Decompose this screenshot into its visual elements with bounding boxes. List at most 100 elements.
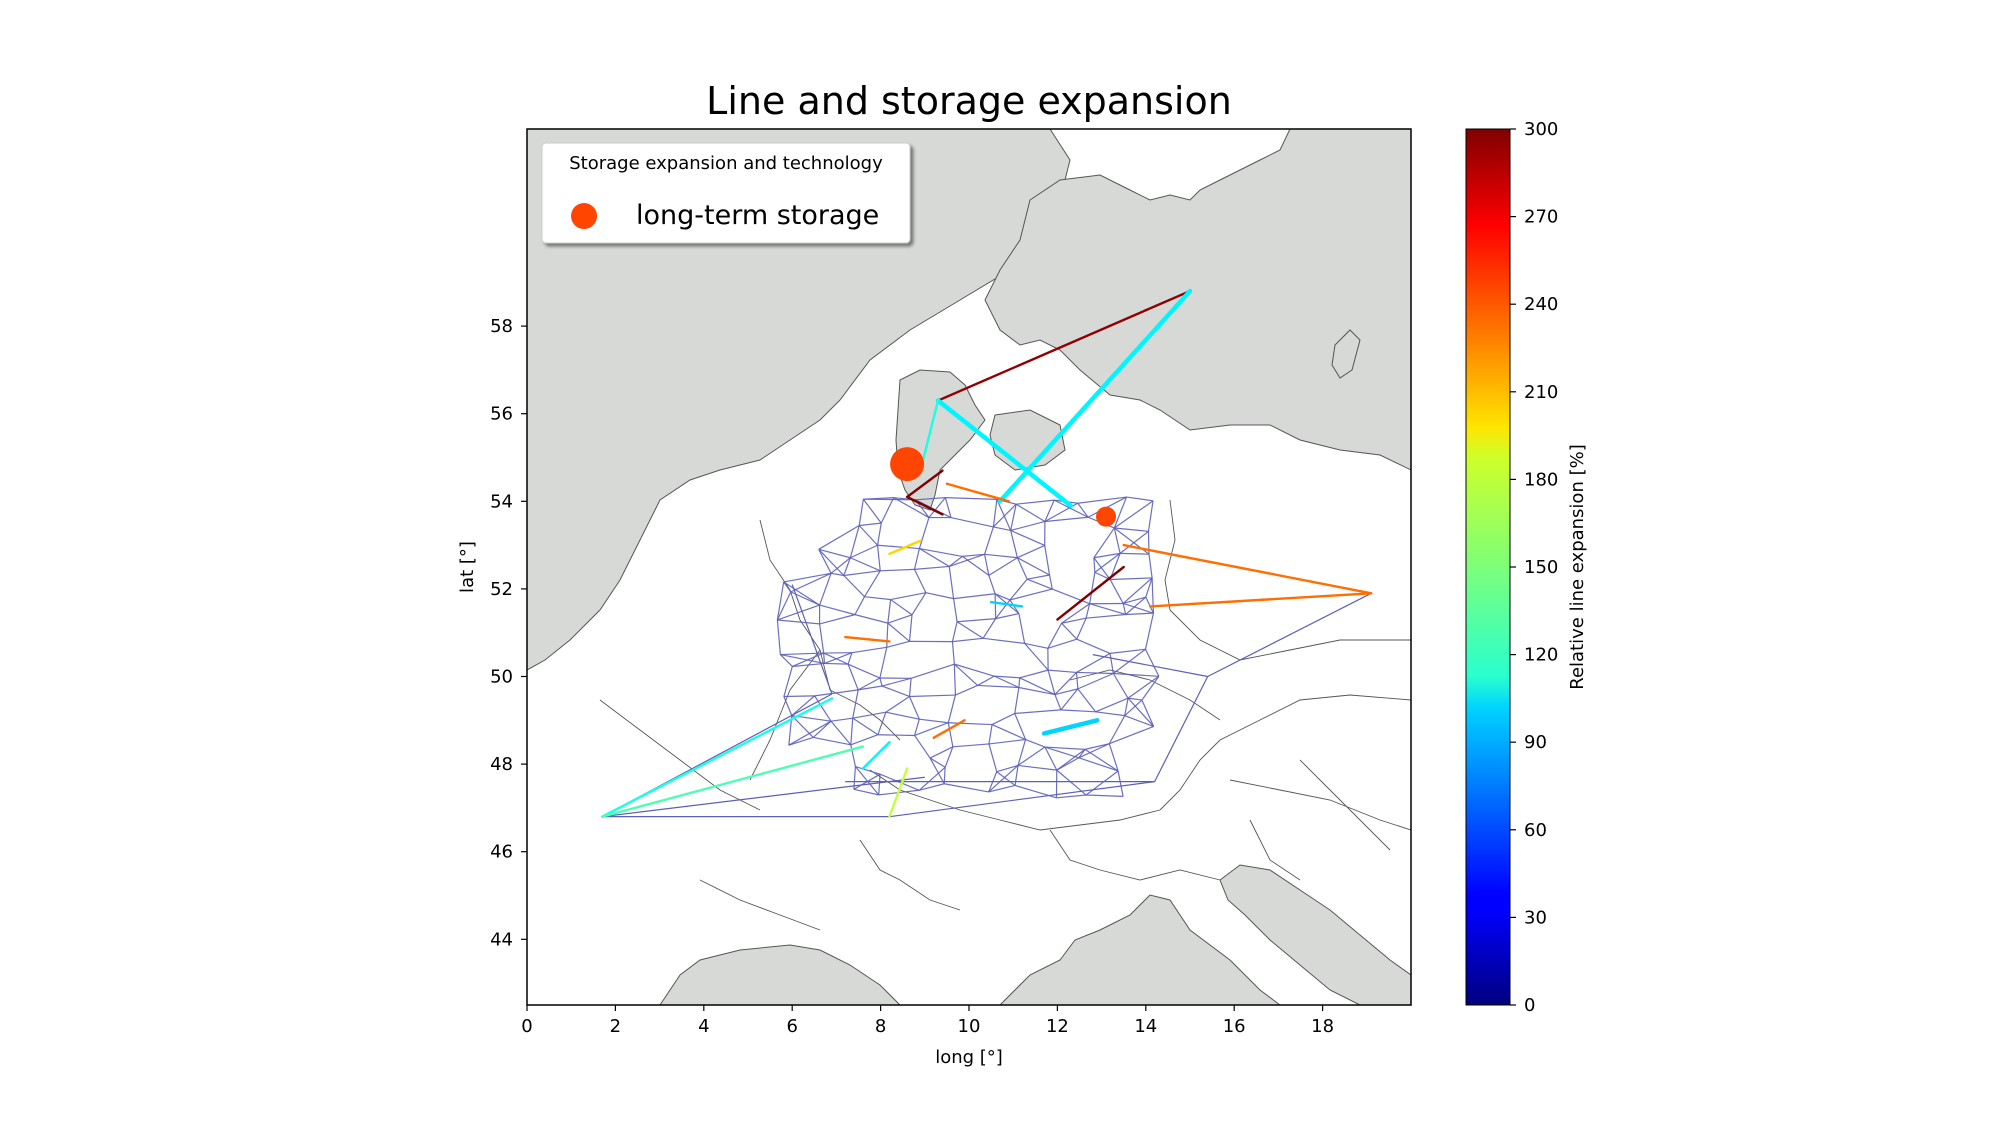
network-line [818,525,860,550]
legend: Storage expansion and technology long-te… [541,142,911,244]
expanded-line [935,398,1073,508]
network-line [988,738,1026,745]
network-line [1016,557,1028,580]
colorbar-tick-label: 0 [1524,995,1535,1016]
network-line [823,653,826,664]
network-line [991,712,1016,726]
baltic-island [1331,329,1361,379]
network-line [983,554,990,576]
network-line [843,557,851,576]
network-line [843,570,881,577]
network-line [1056,794,1087,799]
y-tick-label: 48 [490,754,513,775]
network-line [1056,748,1086,771]
x-tick-label: 0 [521,1016,532,1037]
colorbar-tick-label: 120 [1524,645,1558,666]
network-line [1085,603,1091,619]
map-panel [527,129,1411,1005]
network-line [1086,794,1124,797]
network-line [818,548,845,576]
network-line [929,757,946,768]
colorbar-label: Relative line expansion [%] [1567,444,1588,689]
network-line [962,553,985,558]
x-tick-label: 4 [698,1016,709,1037]
network-line [1014,687,1020,714]
network-line [944,746,954,768]
network-line [876,523,882,546]
network-line [929,746,954,759]
network-line [792,662,825,668]
network-line [783,695,815,698]
network-line [1010,530,1018,558]
network-line [1126,496,1154,502]
network-line [823,652,849,665]
colorbar-tick-label: 270 [1524,207,1558,228]
network-line [818,623,825,654]
network-line [944,497,952,518]
network-line [988,557,1018,576]
network-line [1095,711,1125,717]
network-line [880,568,915,572]
network-line [1018,677,1021,688]
network-line [881,685,910,698]
legend-item-label: long-term storage [636,200,879,231]
network-line [783,666,793,697]
colorbar-tick-label: 300 [1524,119,1558,140]
network-line [982,618,997,639]
network-line [1117,770,1124,797]
network-line [1114,527,1149,532]
network-line [779,654,793,667]
network-line [1154,676,1209,782]
network-line [988,743,998,772]
network-line [1122,577,1153,604]
network-line [1109,579,1124,604]
italy-peninsula [999,894,1281,1005]
network-line [918,766,946,791]
x-tick-label: 12 [1046,1016,1069,1037]
network-line [1052,588,1090,605]
network-line [919,548,950,567]
balkans-landmass [1219,864,1411,1005]
network-line [876,545,881,571]
network-line [950,516,994,528]
y-axis-label: lat [°] [457,541,478,593]
network-line [849,525,860,558]
network-line [1093,557,1111,580]
x-tick-label: 8 [875,1016,886,1037]
network-line [791,584,833,695]
network-line [909,694,956,698]
expanded-line [1122,543,1373,595]
network-line [1092,654,1208,678]
network-line [1014,709,1061,715]
network-line [994,593,997,619]
network-line [1017,739,1027,766]
network-line [1119,530,1149,554]
expanded-line [600,745,865,818]
network-line [1047,622,1063,649]
network-line [1089,572,1096,604]
network-line [879,647,888,679]
network-line [1054,688,1078,696]
network-line [1010,520,1046,532]
network-line [1109,725,1154,745]
country-borders [599,499,1411,931]
network-line [783,581,820,606]
network-line [1089,603,1126,616]
network-line [885,711,920,720]
network-line [1061,617,1087,624]
network-line [915,497,946,501]
network-line [889,781,1155,818]
network-line [1018,686,1056,696]
network-line [1144,649,1160,677]
network-line [948,722,993,726]
network-line [1120,552,1150,555]
network-line [1009,588,1053,601]
network-line [780,653,825,665]
network-line [1127,697,1143,701]
storage-markers [890,447,1117,527]
x-axis-label: long [°] [935,1047,1003,1068]
network-line [824,662,849,665]
network-line [1077,672,1114,690]
network-line [1044,499,1055,522]
network-line [1060,709,1096,713]
